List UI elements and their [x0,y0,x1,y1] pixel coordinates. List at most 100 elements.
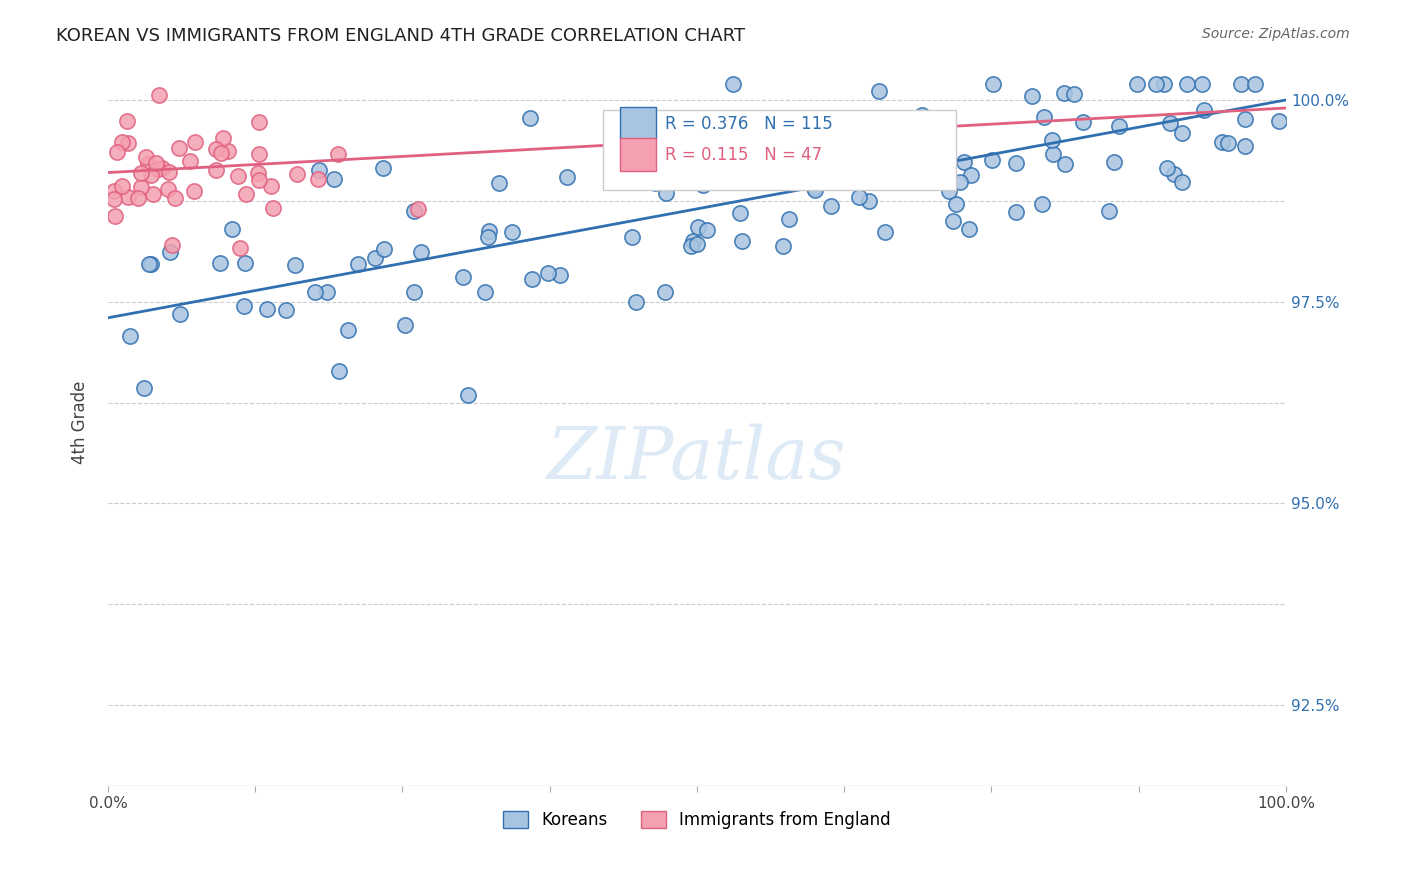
Point [1073,115,1095,129]
Point [696,223,718,237]
Point [209,145,232,160]
Point [820,199,842,213]
Point [347,258,370,272]
Point [1005,204,1028,219]
Point [957,222,980,236]
FancyBboxPatch shape [603,111,956,190]
Point [103,192,125,206]
Point [205,162,228,177]
Point [411,245,433,260]
Point [183,184,205,198]
Point [981,77,1004,91]
Point [256,301,278,316]
Point [488,176,510,190]
Point [1153,77,1175,91]
Point [1033,110,1056,124]
Point [184,135,207,149]
Point [179,153,201,168]
Bar [620,107,655,139]
Point [870,112,893,126]
Point [654,186,676,200]
Point [104,209,127,223]
Point [159,245,181,260]
Y-axis label: 4th Grade: 4th Grade [72,381,89,465]
Point [105,145,128,159]
Point [1163,167,1185,181]
Point [710,145,733,160]
Point [404,203,426,218]
Text: ZIPatlas: ZIPatlas [547,424,846,494]
Point [127,191,149,205]
Point [624,295,647,310]
Point [686,220,709,235]
Point [778,211,800,226]
Point [477,229,499,244]
Point [209,256,232,270]
Point [728,206,751,220]
Point [690,161,713,175]
Point [233,256,256,270]
Point [644,176,666,190]
Point [911,108,934,122]
Point [129,179,152,194]
Point [1171,175,1194,189]
Point [247,114,270,128]
Point [478,224,501,238]
Point [451,270,474,285]
Point [898,128,921,143]
Point [938,184,960,198]
Point [803,181,825,195]
Legend: Koreans, Immigrants from England: Koreans, Immigrants from England [496,804,897,836]
Point [146,162,169,177]
Point [875,225,897,239]
Point [1156,161,1178,176]
Point [1005,156,1028,170]
Point [328,364,350,378]
Point [557,169,579,184]
Point [276,302,298,317]
Point [839,169,862,183]
Point [1040,133,1063,147]
Point [1230,77,1253,91]
Point [323,172,346,186]
Point [111,179,134,194]
Point [959,169,981,183]
Point [936,115,959,129]
Text: R = 0.376   N = 115: R = 0.376 N = 115 [665,114,832,133]
Point [1175,77,1198,91]
Point [205,142,228,156]
Point [654,285,676,299]
Point [326,146,349,161]
Point [682,234,704,248]
Point [1102,154,1125,169]
Point [912,166,935,180]
Point [945,197,967,211]
Point [799,169,821,183]
Point [848,190,870,204]
Point [157,165,180,179]
Point [949,175,972,189]
Point [520,272,543,286]
Point [1192,103,1215,117]
Point [730,234,752,248]
Point [870,166,893,180]
Point [148,88,170,103]
Point [858,194,880,209]
Point [160,238,183,252]
Point [287,167,309,181]
Point [1098,204,1121,219]
Text: KOREAN VS IMMIGRANTS FROM ENGLAND 4TH GRADE CORRELATION CHART: KOREAN VS IMMIGRANTS FROM ENGLAND 4TH GR… [56,27,745,45]
Point [868,83,890,97]
Point [1144,77,1167,91]
Point [139,256,162,270]
Point [145,156,167,170]
Point [787,172,810,186]
Point [247,166,270,180]
Point [404,285,426,299]
Point [692,178,714,192]
Point [1053,87,1076,101]
Point [772,239,794,253]
Point [135,149,157,163]
Point [980,153,1002,168]
Point [679,238,702,252]
